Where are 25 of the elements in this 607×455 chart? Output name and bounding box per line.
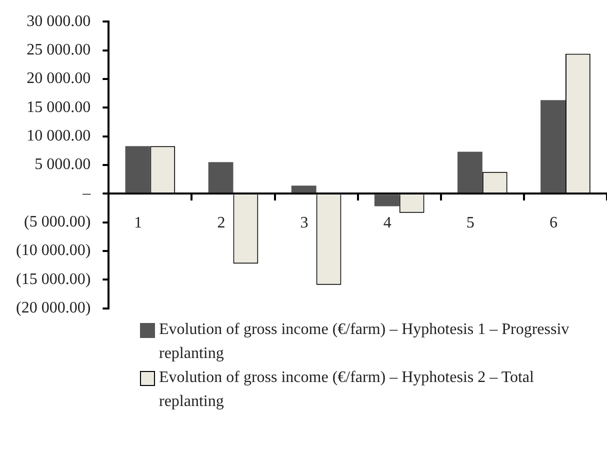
y-tick-label: 5 000.00 xyxy=(34,156,91,174)
x-tick-label: 1 xyxy=(134,214,142,232)
bar xyxy=(208,162,234,193)
y-tick-label: (5 000.00) xyxy=(24,214,91,231)
y-tick-label: (20 000.00) xyxy=(16,300,91,317)
x-tick-label: 2 xyxy=(217,214,226,232)
y-tick-label: (10 000.00) xyxy=(16,242,91,260)
legend-label: Evolution of gross income (€/farm) – Hyphotesis 1 – Progressiv replanting xyxy=(159,320,570,364)
legend-label: Evolution of gross income (€/farm) – Hyphotesis 2 – Total replanting xyxy=(159,368,535,412)
y-tick-label: 10 000.00 xyxy=(26,128,91,145)
y-tick-label: 30 000.00 xyxy=(26,12,91,30)
x-tick-label: 6 xyxy=(549,214,558,232)
bar xyxy=(540,100,566,193)
y-tick-label: (15 000.00) xyxy=(16,270,91,288)
bar xyxy=(125,146,150,193)
bar xyxy=(374,194,400,206)
y-tick-label: 25 000.00 xyxy=(26,41,91,58)
y-tick-label: 20 000.00 xyxy=(26,70,91,88)
bar xyxy=(291,186,316,193)
y-tick-label: – xyxy=(82,184,92,202)
x-tick-label: 5 xyxy=(466,214,474,232)
bar xyxy=(457,152,482,193)
y-tick-label: 15 000.00 xyxy=(26,98,91,116)
x-tick-label: 3 xyxy=(300,214,308,232)
x-tick-label: 4 xyxy=(383,214,392,232)
